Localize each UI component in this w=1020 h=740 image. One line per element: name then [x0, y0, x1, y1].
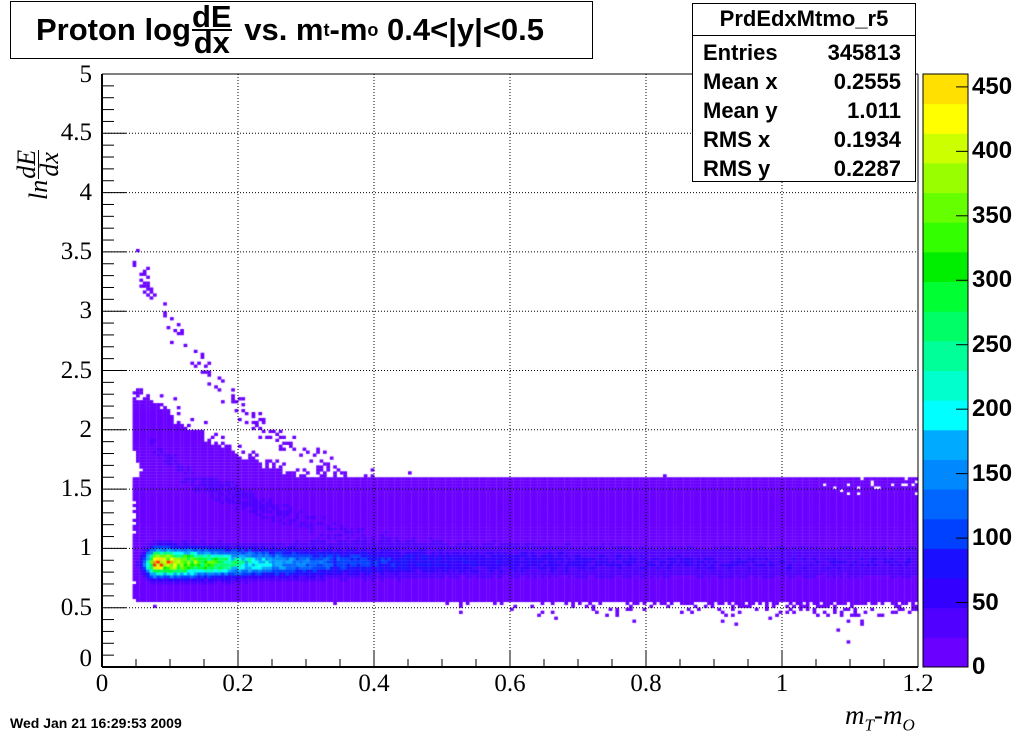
palette-band [923, 311, 968, 342]
y-tick-label: 1 [79, 534, 93, 562]
palette-band [923, 281, 968, 312]
z-tick-label: 100 [972, 524, 1013, 552]
palette-band [923, 103, 968, 134]
palette-band [923, 340, 968, 371]
title-prefix: Proton log [36, 12, 191, 47]
palette-band [923, 607, 968, 638]
palette-band [923, 251, 968, 283]
stats-row: Mean y 1.011 [703, 98, 901, 124]
y-tick-label: 1.5 [60, 475, 92, 503]
y-tick-label: 2 [79, 415, 93, 443]
y-label-fraction: dE dx [12, 149, 64, 179]
palette-band [923, 548, 968, 579]
palette-band [923, 162, 968, 194]
x-tick-label: 1 [775, 670, 789, 697]
palette-band [923, 192, 968, 223]
title-fraction: dE dx [191, 0, 232, 60]
x-tick-label: 0.4 [358, 670, 390, 697]
x-label-sub-t: T [864, 715, 874, 735]
y-tick-label: 3 [79, 297, 93, 325]
stats-histogram-name: PrdEdxMtmo_r5 [719, 6, 889, 31]
stats-row: Entries 345813 [703, 40, 901, 66]
z-tick-label: 0 [972, 653, 986, 680]
y-tick-label: 3.5 [60, 237, 92, 265]
x-tick-label: 0.2 [222, 670, 254, 697]
x-tick-label: 1.2 [902, 670, 934, 697]
palette-band [923, 74, 968, 105]
palette-band [923, 133, 968, 164]
palette-band [923, 637, 968, 668]
title-sub-t: t [323, 19, 330, 40]
palette-band [923, 489, 968, 520]
title-sub-o: o [367, 19, 379, 40]
palette-band [923, 459, 968, 490]
palette-band [923, 222, 968, 253]
palette-band [923, 400, 968, 431]
timestamp: Wed Jan 21 16:29:53 2009 [10, 715, 182, 731]
title-num: dE [191, 0, 232, 34]
z-tick-label: 350 [972, 201, 1013, 229]
z-tick-label: 250 [972, 330, 1013, 358]
palette-frame [922, 73, 969, 668]
stats-value: 0.2555 [833, 69, 901, 94]
palette-band [923, 370, 968, 401]
x-tick-label: 0.8 [630, 670, 662, 697]
stats-value: 345813 [827, 40, 901, 65]
title-box: Proton log dE dx vs. m t -m o 0.4<|y|<0.5 [10, 1, 593, 59]
stats-label: RMS x [703, 127, 771, 152]
title-mid: vs. m [235, 12, 324, 47]
y-label-prefix: ln [23, 179, 53, 200]
y-tick-label: 0 [79, 645, 93, 672]
x-axis-label: mT-mO [845, 700, 915, 735]
z-tick-label: 450 [972, 72, 1013, 100]
z-tick-label: 150 [972, 459, 1013, 487]
stats-label: Entries [703, 40, 778, 65]
stats-label: Mean y [703, 98, 778, 123]
y-label-den: dx [35, 152, 64, 177]
stats-label: RMS y [703, 156, 771, 181]
stats-value: 1.011 [847, 98, 901, 123]
x-label-sub-o: O [902, 715, 915, 735]
chart-title: Proton log dE dx vs. m t -m o 0.4<|y|<0.5 [36, 0, 544, 60]
stats-row: RMS x 0.1934 [703, 127, 901, 153]
title-den: dx [193, 25, 230, 60]
y-tick-label: 2.5 [60, 356, 92, 384]
palette-band [923, 518, 968, 549]
stats-label: Mean x [703, 69, 778, 94]
x-tick-label: 0.6 [494, 670, 526, 697]
x-label-m: m [845, 700, 865, 730]
palette-band [923, 429, 968, 460]
y-tick-label: 0.5 [60, 593, 92, 621]
x-tick-label: 0 [95, 670, 109, 697]
stats-row: Mean x 0.2555 [703, 69, 901, 95]
palette-band [923, 578, 968, 609]
stats-row: RMS y 0.2287 [703, 156, 901, 182]
stats-box: PrdEdxMtmo_r5 Entries 345813 Mean x 0.2555 M… [692, 3, 916, 182]
title-suffix: 0.4<|y|<0.5 [378, 12, 544, 47]
y-tick-label: 4.5 [60, 119, 92, 147]
z-tick-label: 50 [972, 588, 999, 616]
x-label-dash: -m [873, 700, 903, 730]
z-tick-label: 300 [972, 266, 1013, 294]
title-dash: -m [329, 12, 368, 47]
stats-value: 0.2287 [833, 156, 901, 181]
z-tick-label: 400 [972, 137, 1013, 165]
y-tick-label: 5 [79, 61, 93, 88]
y-tick-label: 4 [79, 178, 93, 206]
stats-divider [693, 35, 915, 36]
z-tick-label: 200 [972, 395, 1013, 423]
y-axis-label: ln dE dx [12, 146, 64, 200]
stats-value: 0.1934 [833, 127, 901, 152]
